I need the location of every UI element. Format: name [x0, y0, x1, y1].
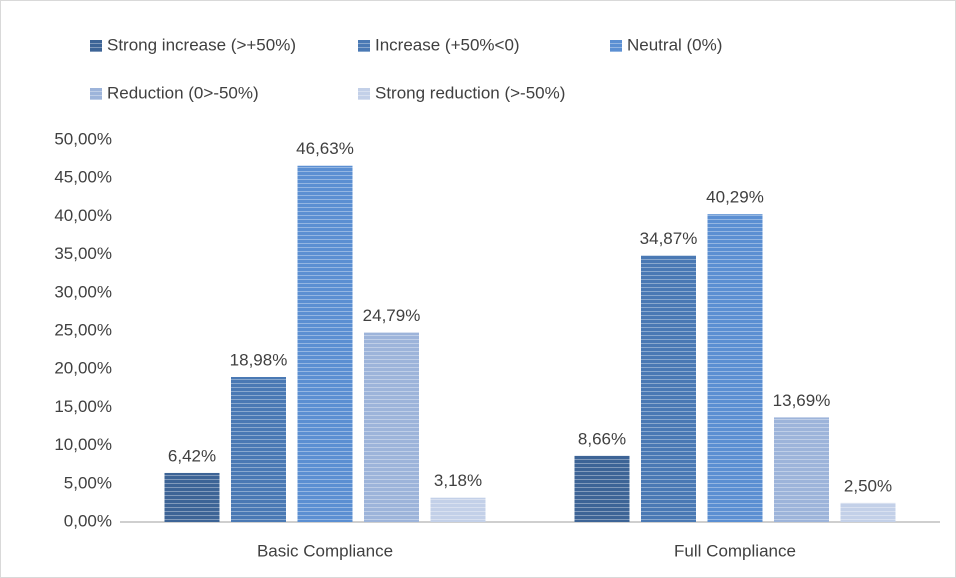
legend-swatch — [90, 88, 102, 100]
y-tick-label: 5,00% — [64, 473, 112, 492]
legend-label: Strong reduction (>-50%) — [375, 83, 565, 102]
y-tick-label: 10,00% — [54, 435, 112, 454]
data-label: 6,42% — [168, 446, 216, 465]
y-tick-label: 0,00% — [64, 511, 112, 530]
x-tick-label: Basic Compliance — [257, 541, 393, 560]
x-tick-label: Full Compliance — [674, 541, 796, 560]
legend-swatch — [358, 88, 370, 100]
bar — [231, 376, 286, 522]
y-tick-label: 20,00% — [54, 359, 112, 378]
legend-label: Neutral (0%) — [627, 35, 722, 54]
data-label: 2,50% — [844, 476, 892, 495]
y-tick-label: 35,00% — [54, 244, 112, 263]
bar — [364, 332, 419, 522]
y-tick-label: 45,00% — [54, 168, 112, 187]
data-label: 3,18% — [434, 471, 482, 490]
data-label: 13,69% — [773, 391, 831, 410]
legend-label: Reduction (0>-50%) — [107, 83, 259, 102]
legend-label: Strong increase (>+50%) — [107, 35, 296, 54]
y-tick-label: 25,00% — [54, 320, 112, 339]
y-tick-label: 40,00% — [54, 206, 112, 225]
bar — [641, 255, 696, 522]
bar — [774, 417, 829, 522]
bar — [164, 472, 220, 522]
y-tick-label: 30,00% — [54, 282, 112, 301]
bar — [707, 214, 763, 523]
bar — [430, 497, 486, 522]
data-label: 8,66% — [578, 429, 626, 448]
legend-swatch — [358, 40, 370, 52]
data-label: 34,87% — [640, 229, 698, 248]
y-tick-label: 50,00% — [54, 129, 112, 148]
y-tick-label: 15,00% — [54, 397, 112, 416]
data-label: 46,63% — [296, 139, 354, 158]
data-label: 24,79% — [363, 306, 421, 325]
legend-label: Increase (+50%<0) — [375, 35, 520, 54]
legend-swatch — [610, 40, 622, 52]
bar — [840, 502, 896, 522]
bar — [574, 455, 630, 522]
bar — [297, 165, 353, 522]
data-label: 18,98% — [230, 350, 288, 369]
data-label: 40,29% — [706, 188, 764, 207]
legend-swatch — [90, 40, 102, 52]
